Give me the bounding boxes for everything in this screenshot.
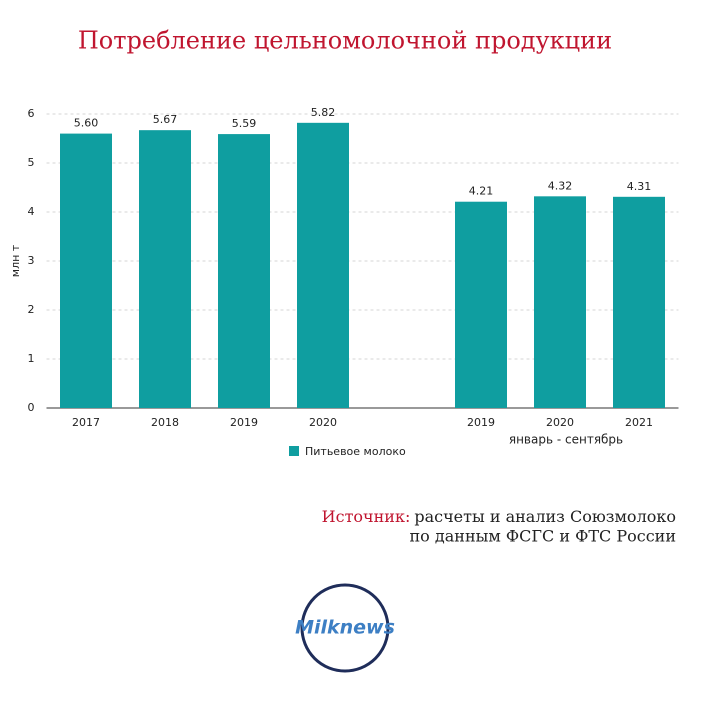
y-tick-label: 0: [28, 401, 35, 414]
y-tick-label: 6: [28, 107, 35, 120]
y-tick-label: 4: [28, 205, 35, 218]
x-tick-label: 2017: [72, 416, 100, 429]
y-tick-label: 5: [28, 156, 35, 169]
source-label: Источник:: [322, 507, 411, 526]
bar: [455, 201, 507, 408]
source-line: Источник: расчеты и анализ Союзмолоко: [322, 507, 676, 526]
group-label: январь - сентябрь: [509, 433, 623, 447]
value-label: 5.60: [74, 117, 99, 130]
y-tick-label: 3: [28, 254, 35, 267]
x-tick-label: 2020: [309, 416, 337, 429]
value-label: 5.82: [311, 106, 336, 119]
source-text: расчеты и анализ Союзмолоко: [414, 507, 676, 526]
y-tick-label: 1: [28, 352, 35, 365]
bar: [613, 196, 665, 408]
value-label: 4.21: [469, 185, 494, 198]
value-label: 5.67: [153, 113, 178, 126]
x-tick-label: 2019: [467, 416, 495, 429]
x-tick-label: 2021: [625, 416, 653, 429]
bar: [60, 133, 112, 408]
value-label: 4.31: [627, 180, 652, 193]
y-tick-label: 2: [28, 303, 35, 316]
bar: [297, 122, 349, 408]
bar: [139, 130, 191, 409]
logo: Milknews: [295, 617, 395, 639]
x-tick-label: 2018: [151, 416, 179, 429]
bar: [218, 134, 270, 408]
x-tick-label: 2019: [230, 416, 258, 429]
chart-title: Потребление цельномолочной продукции: [78, 27, 612, 55]
x-tick-label: 2020: [546, 416, 574, 429]
value-label: 4.32: [548, 179, 573, 192]
logo-circle: [300, 583, 390, 673]
bar: [534, 196, 586, 408]
y-axis-label: млн т: [9, 244, 22, 277]
source-text: по данным ФСГС и ФТС России: [410, 527, 677, 546]
value-label: 5.59: [232, 117, 257, 130]
legend-swatch: [289, 446, 299, 456]
legend-label: Питьевое молоко: [305, 445, 406, 458]
